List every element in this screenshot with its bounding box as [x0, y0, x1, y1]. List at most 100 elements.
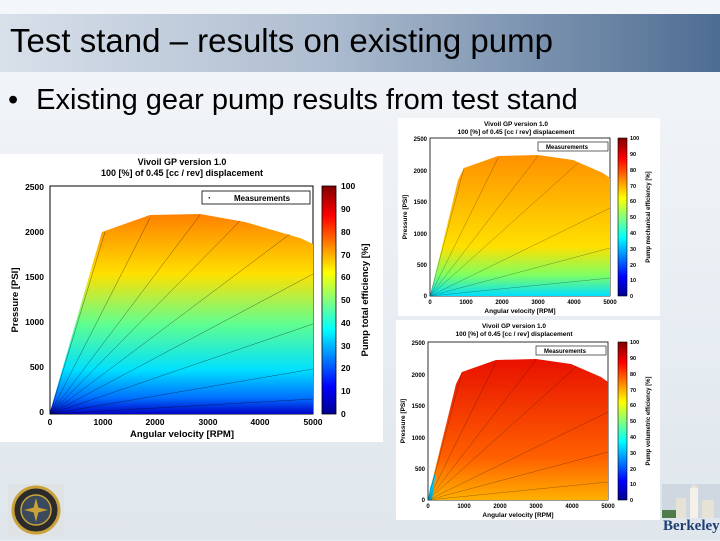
plot2-ytick: 1500: [414, 200, 428, 206]
plot1-y-ticks: 2500 2000 1500 1000 500 0: [25, 182, 44, 417]
title-bar: [0, 14, 720, 72]
berkeley-wordmark: Berkeley: [663, 518, 720, 534]
plot1-ytick: 0: [39, 407, 44, 417]
plot2-ctick: 40: [630, 231, 636, 237]
plot3-title-line1: Vivoil GP version 1.0: [482, 323, 546, 330]
plot2-colorbar: [617, 137, 628, 297]
plot2-xtick: 4000: [567, 300, 581, 306]
plot3-xtick: 3000: [529, 504, 543, 510]
plot1-colorbar-ticks: 100 90 80 70 60 50 40 30 20 10 0: [341, 181, 355, 419]
plot3-xtick: 4000: [565, 504, 579, 510]
plot3-ctick: 80: [630, 372, 636, 378]
plot3-ytick: 2000: [412, 373, 426, 379]
plot1-colorbar: [321, 185, 337, 415]
plot2-ctick: 20: [630, 263, 636, 269]
plot2-ctick: 50: [630, 215, 636, 221]
plot2-colorbar-ticks: 100 90 80 70 60 50 40 30 20 10 0: [630, 136, 639, 300]
plot1-x-ticks: 0 1000 2000 3000 4000 5000: [48, 417, 323, 427]
plot1-ctick: 100: [341, 181, 355, 191]
plot2-measurement-lines: [429, 155, 611, 297]
plot3-ctick: 0: [630, 498, 633, 504]
plot1-ctick: 90: [341, 204, 351, 214]
plot2-ctick: 70: [630, 184, 636, 190]
plot2-surface: [430, 155, 610, 296]
plot1-ctick: 50: [341, 295, 351, 305]
plot-mechanical-efficiency: Vivoil GP version 1.0 100 [%] of 0.45 [c…: [398, 118, 660, 316]
plot3-ytick: 1500: [412, 404, 426, 410]
plot2-ctick: 0: [630, 294, 633, 300]
slide-title: Test stand – results on existing pump: [10, 22, 553, 59]
plot3-title-line2: 100 [%] of 0.45 [cc / rev] displacement: [455, 331, 573, 338]
svg-text:·: ·: [208, 193, 211, 203]
plot1-ctick: 80: [341, 227, 351, 237]
plot3-surface: [428, 359, 608, 500]
plot3-ctick: 100: [630, 340, 639, 346]
plot3-legend-label: Measurements: [544, 349, 587, 355]
plot2-legend-label: Measurements: [546, 145, 589, 151]
plot1-xlabel: Angular velocity [RPM]: [130, 429, 234, 440]
plot1-ytick: 1000: [25, 317, 44, 327]
plot3-ytick: 0: [422, 498, 426, 504]
plot2-ytick: 2000: [414, 169, 428, 175]
plot3-ytick: 1000: [412, 436, 426, 442]
plot3-ctick: 90: [630, 356, 636, 362]
plot2-xtick: 5000: [603, 300, 617, 306]
plot1-surface: [50, 214, 313, 414]
plot2-ytick: 0: [424, 294, 428, 300]
plot2-xtick: 3000: [531, 300, 545, 306]
plot2-y-ticks: 2500 2000 1500 1000 500 0: [414, 137, 428, 300]
plot1-ytick: 1500: [25, 272, 44, 282]
plot2-ytick: 2500: [414, 137, 428, 143]
berkeley-logo: [662, 484, 720, 540]
plot1-ylabel: Pressure [PSI]: [10, 268, 21, 333]
plot3-ctick: 20: [630, 467, 636, 473]
plot1-xtick: 0: [48, 417, 53, 427]
plot1-ctick: 40: [341, 318, 351, 328]
plot2-ctick: 90: [630, 152, 636, 158]
plot3-legend: [535, 345, 607, 356]
plot1-ctick: 30: [341, 341, 351, 351]
plot3-xtick: 1000: [457, 504, 471, 510]
plot3-colorbar: [617, 341, 628, 501]
plot1-ytick: 2000: [25, 227, 44, 237]
plot2-colorbar-label: Pump mechanical efficiency [%]: [646, 171, 652, 262]
plot1-ctick: 10: [341, 386, 351, 396]
plot1-title-line1: Vivoil GP version 1.0: [138, 157, 227, 167]
plot2-title-line2: 100 [%] of 0.45 [cc / rev] displacement: [457, 129, 575, 136]
plot2-ctick: 80: [630, 168, 636, 174]
plot3-measurement-lines: [427, 359, 609, 501]
plot2-xlabel: Angular velocity [RPM]: [484, 308, 555, 315]
plot2-xtick: 2000: [495, 300, 509, 306]
plot1-xtick: 5000: [304, 417, 323, 427]
plot2-ctick: 60: [630, 199, 636, 205]
plot3-x-ticks: 0 1000 2000 3000 4000 5000: [426, 504, 615, 510]
plot1-ctick: 20: [341, 363, 351, 373]
plot1-colorbar-label: Pump total efficiency [%]: [360, 244, 371, 357]
plot3-ctick: 50: [630, 419, 636, 425]
plot2-x-ticks: 0 1000 2000 3000 4000 5000: [428, 300, 617, 306]
plot1-measurement-lines: [49, 214, 314, 415]
plot1-ctick: 0: [341, 409, 346, 419]
plot2-legend: [537, 141, 609, 152]
plot3-ytick: 2500: [412, 341, 426, 347]
plot3-ctick: 60: [630, 403, 636, 409]
plot2-ctick: 10: [630, 278, 636, 284]
plot1-ytick: 2500: [25, 182, 44, 192]
plot2-ctick: 30: [630, 247, 636, 253]
plot3-xtick: 5000: [601, 504, 615, 510]
plot3-ytick: 500: [415, 467, 426, 473]
plot2-xtick: 1000: [459, 300, 473, 306]
plot3-xtick: 2000: [493, 504, 507, 510]
plot1-xtick: 1000: [94, 417, 113, 427]
plot3-ctick: 10: [630, 482, 636, 488]
bullet-item: • Existing gear pump results from test st…: [8, 84, 578, 117]
plot1-xtick: 2000: [146, 417, 165, 427]
university-seal-logo: [8, 484, 64, 536]
plot1-ytick: 500: [30, 362, 44, 372]
plot3-xlabel: Angular velocity [RPM]: [482, 512, 553, 519]
plot3-ylabel: Pressure [PSI]: [400, 399, 407, 443]
plot1-xtick: 3000: [199, 417, 218, 427]
plot3-ctick: 30: [630, 451, 636, 457]
plot-total-efficiency: Vivoil GP version 1.0 100 [%] of 0.45 [c…: [0, 154, 383, 442]
plot1-title-line2: 100 [%] of 0.45 [cc / rev] displacement: [101, 168, 263, 178]
